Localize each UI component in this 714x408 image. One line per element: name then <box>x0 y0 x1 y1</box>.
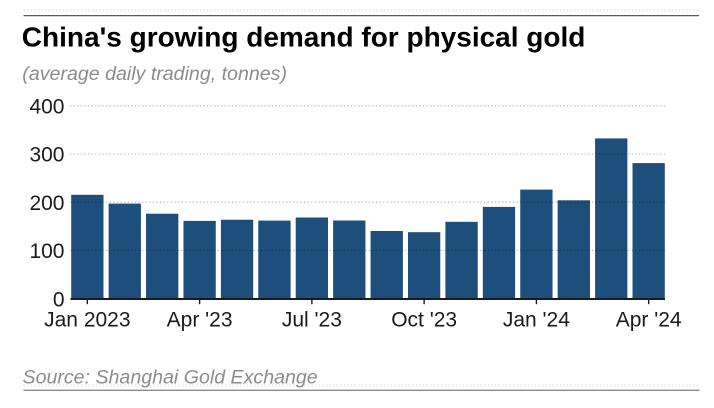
svg-text:Apr '24: Apr '24 <box>616 309 682 332</box>
svg-text:400: 400 <box>29 95 64 118</box>
svg-text:300: 300 <box>29 144 64 167</box>
svg-text:Jan '24: Jan '24 <box>503 309 570 332</box>
svg-text:Source: Shanghai Gold Exchange: Source: Shanghai Gold Exchange <box>23 367 318 389</box>
svg-text:200: 200 <box>29 192 64 215</box>
svg-text:100: 100 <box>29 240 64 263</box>
svg-text:Jan 2023: Jan 2023 <box>44 309 130 332</box>
svg-text:China's growing demand for phy: China's growing demand for physical gold <box>22 22 586 53</box>
svg-text:0: 0 <box>53 288 65 311</box>
svg-text:Jul '23: Jul '23 <box>282 309 342 332</box>
svg-text:(average daily trading, tonnes: (average daily trading, tonnes) <box>22 63 287 85</box>
svg-text:Apr '23: Apr '23 <box>167 309 233 332</box>
svg-text:Oct '23: Oct '23 <box>391 309 457 332</box>
